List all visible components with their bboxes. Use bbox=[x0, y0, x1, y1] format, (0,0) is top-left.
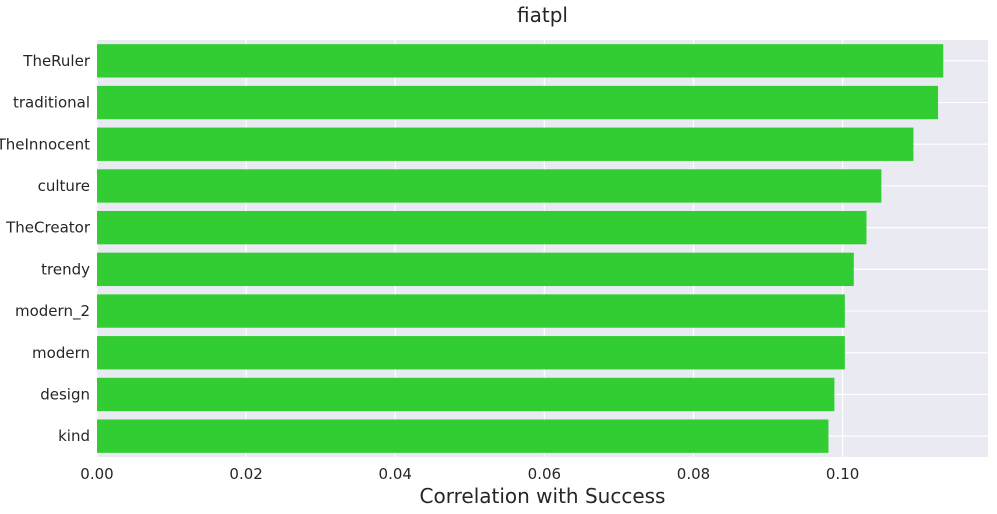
bar-culture bbox=[97, 169, 882, 203]
y-tick-label: trendy bbox=[41, 260, 90, 278]
x-tick-labels: 0.00 0.02 0.04 0.06 0.08 0.10 bbox=[80, 465, 859, 483]
y-tick-label: modern bbox=[32, 344, 90, 362]
x-tick-label: 0.06 bbox=[528, 465, 561, 483]
x-tick-label: 0.02 bbox=[229, 465, 262, 483]
chart-title: fiatpl bbox=[517, 3, 568, 27]
bar-modern_2 bbox=[97, 294, 845, 328]
y-tick-labels: TheRuler traditional TheInnocent culture The… bbox=[0, 52, 91, 445]
bars bbox=[97, 44, 944, 453]
y-tick-label: kind bbox=[58, 427, 90, 445]
bar-TheRuler bbox=[97, 44, 944, 78]
bar-design bbox=[97, 377, 835, 412]
y-tick-label: culture bbox=[38, 177, 90, 195]
y-tick-label: traditional bbox=[13, 94, 90, 112]
bar-traditional bbox=[97, 85, 939, 120]
bar-kind bbox=[97, 419, 829, 453]
y-tick-label: TheRuler bbox=[22, 52, 91, 70]
bar-modern bbox=[97, 336, 845, 370]
y-tick-label: modern_2 bbox=[15, 302, 90, 321]
y-tick-label: TheCreator bbox=[5, 219, 91, 237]
x-tick-label: 0.10 bbox=[826, 465, 859, 483]
x-axis-label: Correlation with Success bbox=[420, 484, 666, 508]
bar-TheCreator bbox=[97, 210, 867, 245]
bar-trendy bbox=[97, 252, 854, 287]
y-tick-label: TheInnocent bbox=[0, 135, 90, 153]
x-tick-label: 0.08 bbox=[677, 465, 710, 483]
x-tick-label: 0.00 bbox=[80, 465, 113, 483]
bar-TheInnocent bbox=[97, 127, 914, 161]
y-tick-label: design bbox=[40, 385, 90, 403]
x-tick-label: 0.04 bbox=[379, 465, 412, 483]
